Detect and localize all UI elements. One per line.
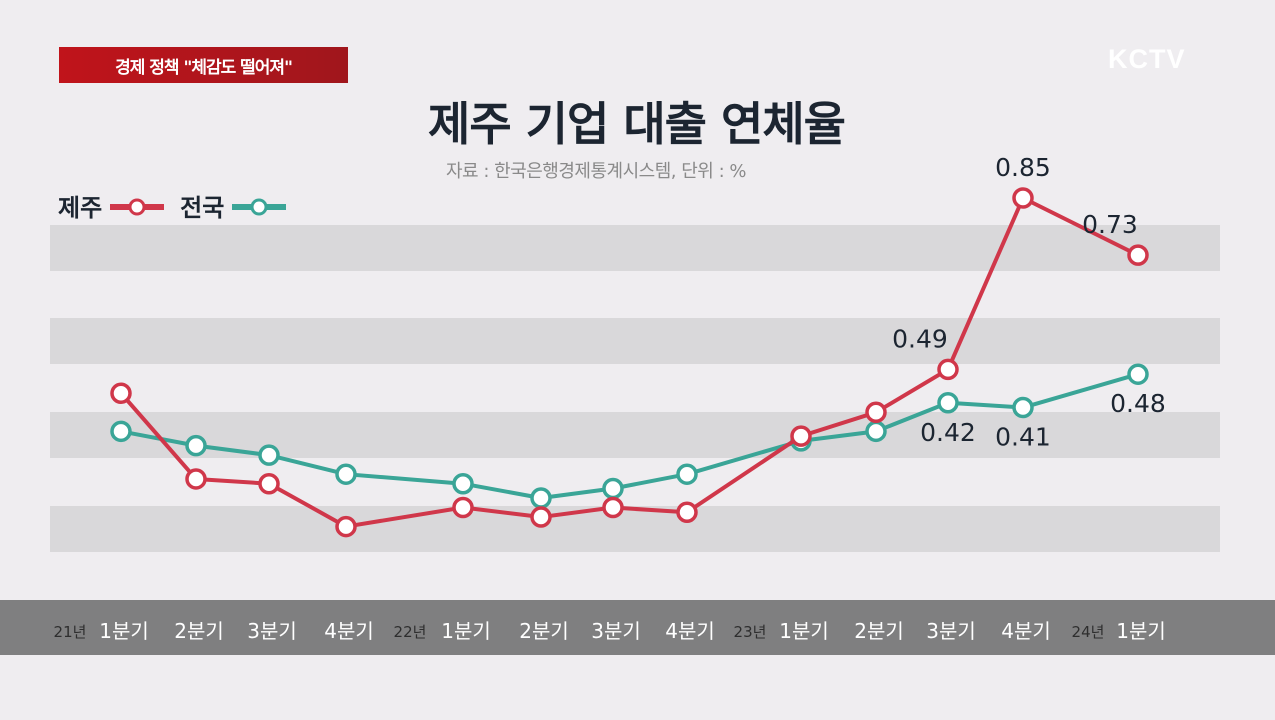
x-tick-label: 3분기 xyxy=(926,619,976,643)
data-point xyxy=(602,496,624,519)
legend-label-jeju: 제주 xyxy=(58,194,103,222)
data-point xyxy=(676,501,698,524)
data-point xyxy=(937,392,959,414)
legend-label-national: 전국 xyxy=(180,194,225,222)
x-tick-label: 2분기 xyxy=(519,619,569,643)
data-label: 0.85 xyxy=(995,153,1051,182)
data-point xyxy=(530,506,552,528)
x-year-label: 23년 xyxy=(734,623,767,641)
kctv-logo: KCTV xyxy=(1108,44,1186,74)
data-point xyxy=(1012,187,1034,209)
x-tick-label: 1분기 xyxy=(99,619,149,643)
grid-band xyxy=(50,318,1220,364)
x-tick-label: 2분기 xyxy=(174,619,224,643)
data-label: 0.41 xyxy=(995,423,1051,452)
x-year-label: 24년 xyxy=(1072,623,1105,641)
x-tick-label: 1분기 xyxy=(441,619,491,643)
grid-band xyxy=(50,506,1220,552)
x-year-label: 21년 xyxy=(54,623,87,641)
data-point xyxy=(110,420,132,443)
data-point xyxy=(1127,363,1149,385)
data-point xyxy=(865,420,887,443)
x-tick-label: 2분기 xyxy=(854,619,904,643)
data-point xyxy=(185,468,207,490)
data-point xyxy=(335,515,357,538)
data-point xyxy=(258,444,280,466)
data-point xyxy=(530,487,552,509)
legend-marker-national xyxy=(232,198,287,215)
x-tick-label: 1분기 xyxy=(779,619,829,643)
data-label: 0.49 xyxy=(892,324,948,353)
data-point xyxy=(602,477,624,500)
data-point xyxy=(865,401,887,424)
data-point xyxy=(937,358,959,381)
data-point xyxy=(335,463,357,485)
x-tick-label: 4분기 xyxy=(324,619,374,643)
data-point xyxy=(1127,244,1149,266)
x-tick-label: 1분기 xyxy=(1116,619,1166,643)
data-point xyxy=(1012,396,1034,419)
x-tick-label: 4분기 xyxy=(665,619,715,643)
news-banner: 경제 정책 "체감도 떨어져" xyxy=(59,47,348,83)
x-tick-label: 3분기 xyxy=(591,619,641,643)
grid-band xyxy=(50,225,1220,271)
legend: 제주 전국 xyxy=(58,188,288,223)
legend-marker-jeju xyxy=(110,198,165,215)
x-tick-label: 3분기 xyxy=(247,619,297,643)
chart-subtitle: 자료 : 한국은행경제통계시스템, 단위 : % xyxy=(446,161,746,182)
data-point xyxy=(258,472,280,495)
x-year-label: 22년 xyxy=(394,623,427,641)
data-point xyxy=(452,496,474,519)
data-point xyxy=(790,425,812,447)
data-point xyxy=(110,382,132,404)
x-axis-bar xyxy=(0,600,1275,655)
chart-title: 제주 기업 대출 연체율 xyxy=(428,97,846,151)
data-point xyxy=(676,463,698,485)
data-point xyxy=(185,434,207,457)
x-tick-label: 4분기 xyxy=(1001,619,1051,643)
data-point xyxy=(452,472,474,495)
data-label: 0.48 xyxy=(1110,389,1166,418)
data-label: 0.73 xyxy=(1082,210,1138,239)
data-label: 0.42 xyxy=(920,418,976,447)
